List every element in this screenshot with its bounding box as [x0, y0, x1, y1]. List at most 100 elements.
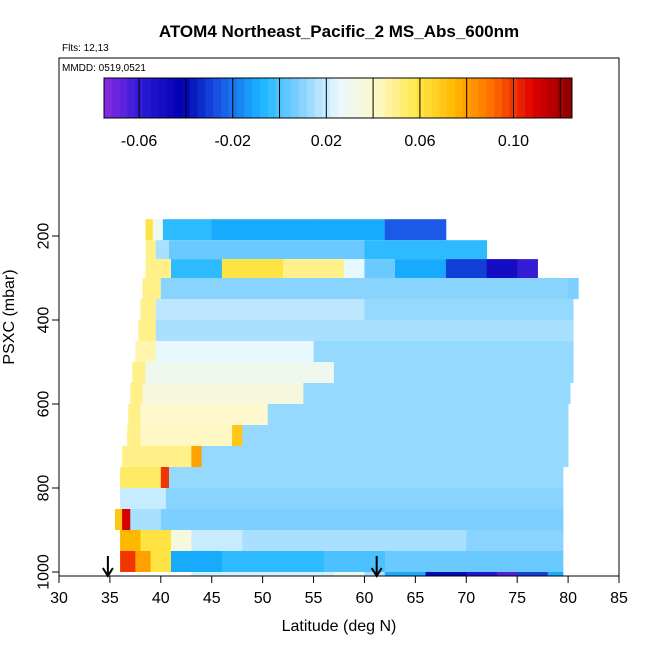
- x-tick-label: 40: [152, 590, 170, 607]
- colorbar-swatch: [478, 78, 487, 118]
- heat-cell-r8-s1: [142, 383, 304, 404]
- x-axis: 30 35 40 45 50 55 60 65 70 75 80 85: [50, 576, 628, 607]
- colorbar-swatch: [119, 78, 128, 118]
- heat-cell-r16-s4: [221, 551, 325, 572]
- x-tick-label: 80: [559, 590, 577, 607]
- colorbar-swatch: [408, 78, 417, 118]
- heat-cell-r5-s0: [138, 320, 157, 341]
- colorbar-swatch: [423, 78, 433, 118]
- heat-cell-r17-s3: [384, 572, 426, 576]
- colorbar-swatch: [197, 78, 206, 118]
- colorbar-swatch: [143, 78, 152, 118]
- colorbar-tick-label: 0.06: [404, 133, 435, 150]
- heat-cell-r2-s5: [364, 259, 396, 278]
- colorbar-swatch: [564, 78, 573, 118]
- x-tick-label: 35: [101, 590, 119, 607]
- heat-cell-r4-s2: [364, 299, 574, 320]
- colorbar-swatch: [525, 78, 534, 118]
- colorbar-swatch: [166, 78, 175, 118]
- heat-cell-r17-s0: [191, 572, 335, 576]
- y-axis-label: PSXC (mbar): [1, 269, 18, 364]
- colorbar-swatch: [345, 78, 355, 118]
- heat-cell-r2-s8: [486, 259, 518, 278]
- heat-cell-r16-s1: [135, 551, 152, 572]
- heat-cell-r0-s5: [384, 219, 447, 241]
- x-tick-label: 75: [508, 590, 526, 607]
- heat-cell-r9-s0: [128, 404, 141, 425]
- colorbar-swatch: [127, 78, 136, 118]
- heat-cell-r11-s2: [191, 446, 202, 467]
- colorbar-frame: [103, 77, 573, 119]
- colorbar-swatch: [252, 78, 261, 118]
- colorbar-swatch: [299, 78, 308, 118]
- colorbar-swatch: [150, 78, 160, 118]
- heat-cell-r9-s2: [267, 404, 569, 425]
- colorbar-tick-label: 0.10: [498, 133, 529, 150]
- heat-cell-r3-s2: [568, 278, 579, 299]
- colorbar-swatch: [384, 78, 394, 118]
- heat-cell-r0-s0: [145, 219, 154, 241]
- colorbar-swatch: [548, 78, 557, 118]
- heat-cell-r4-s0: [140, 299, 157, 320]
- heat-cell-r2-s9: [517, 259, 538, 278]
- heat-cell-r15-s1: [140, 530, 172, 551]
- colorbar-swatch: [291, 78, 300, 118]
- heat-cell-r7-s2: [333, 362, 574, 383]
- colorbar-swatch: [455, 78, 464, 118]
- heat-cell-r16-s2: [150, 551, 172, 572]
- flights-label: Flts: 12,13: [62, 43, 109, 54]
- heat-cell-r0-s4: [313, 219, 386, 241]
- x-tick-label: 60: [356, 590, 374, 607]
- heat-cell-r10-s3: [242, 425, 569, 446]
- heat-cell-r17-s7: [517, 572, 549, 576]
- heat-cell-r2-s0: [145, 259, 172, 278]
- heat-cell-r11-s3: [201, 446, 569, 467]
- heat-cell-r17-s6: [496, 572, 518, 576]
- x-tick-label: 50: [254, 590, 272, 607]
- colorbar-swatch: [533, 78, 542, 118]
- heat-cell-r17-s4: [425, 572, 467, 576]
- heat-cell-r3-s1: [160, 278, 569, 299]
- heat-cell-r16-s5: [323, 551, 386, 572]
- x-tick-label: 55: [305, 590, 323, 607]
- colorbar-swatch: [431, 78, 440, 118]
- heat-cell-r2-s7: [445, 259, 488, 278]
- heatmap-cells: [115, 219, 579, 576]
- heat-cell-r6-s0: [135, 341, 157, 362]
- colorbar-swatch: [494, 78, 503, 118]
- y-tick-label: 400: [36, 307, 53, 334]
- colorbar-tick-label: -0.02: [214, 133, 251, 150]
- colorbar-swatch: [447, 78, 456, 118]
- heat-cell-r0-s2: [162, 219, 213, 241]
- heat-cell-r17-s1: [333, 572, 365, 576]
- heat-cell-r1-s2: [168, 240, 365, 260]
- colorbar-swatch: [353, 78, 362, 118]
- colorbar-swatch: [306, 78, 316, 118]
- x-tick-label: 45: [203, 590, 221, 607]
- heat-cell-r0-s1: [152, 219, 164, 241]
- colorbar-swatch: [283, 78, 292, 118]
- heat-cell-r16-s3: [171, 551, 223, 572]
- colorbar-swatch: [486, 78, 495, 118]
- heat-cell-r6-s2: [313, 341, 574, 362]
- heat-cell-r2-s1: [171, 259, 223, 278]
- y-tick-label: 800: [36, 475, 53, 502]
- heat-cell-r9-s1: [140, 404, 269, 425]
- flight-marker-arrow: [102, 556, 114, 578]
- heat-cell-r8-s0: [130, 383, 143, 404]
- heat-cell-r15-s3: [191, 530, 243, 551]
- x-tick-label: 65: [406, 590, 424, 607]
- colorbar-swatch: [174, 78, 183, 118]
- colorbar-swatch: [104, 78, 113, 118]
- heat-cell-r10-s0: [127, 425, 141, 446]
- colorbar-swatch: [517, 78, 526, 118]
- heat-cell-r14-s1: [122, 509, 131, 530]
- colorbar-swatch: [439, 78, 448, 118]
- y-tick-label: 600: [36, 391, 53, 418]
- heat-cell-r10-s1: [140, 425, 233, 446]
- heat-cell-r14-s2: [130, 509, 162, 530]
- heat-cell-r7-s0: [132, 362, 146, 383]
- colorbar-swatch: [205, 78, 214, 118]
- colorbar-swatch: [501, 78, 511, 118]
